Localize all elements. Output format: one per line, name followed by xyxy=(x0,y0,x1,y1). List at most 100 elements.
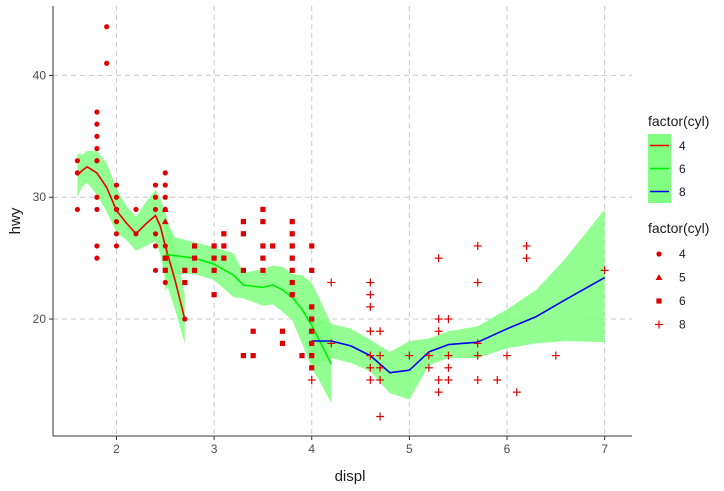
x-tick-label: 7 xyxy=(601,442,608,456)
data-point-cyl-8 xyxy=(444,351,453,360)
data-point-cyl-6 xyxy=(250,328,256,334)
data-point-cyl-4 xyxy=(113,243,120,249)
smooth-line-cyl-6 xyxy=(165,253,333,365)
y-axis-title: hwy xyxy=(7,207,24,234)
axes xyxy=(52,6,632,437)
data-point-cyl-8 xyxy=(493,375,502,384)
data-point-cyl-6 xyxy=(309,304,315,310)
legend-shape-item-6: 6 xyxy=(656,294,686,308)
data-points xyxy=(74,24,609,421)
data-point-cyl-4 xyxy=(113,219,120,225)
data-point-cyl-5 xyxy=(161,206,169,212)
data-point-cyl-8 xyxy=(366,363,375,372)
data-point-cyl-8 xyxy=(522,254,531,263)
data-point-cyl-4 xyxy=(133,206,139,213)
y-tick-label: 40 xyxy=(33,68,47,82)
data-point-cyl-6 xyxy=(162,267,168,273)
data-point-cyl-6 xyxy=(211,292,217,298)
data-point-cyl-6 xyxy=(299,353,305,359)
data-point-cyl-6 xyxy=(309,243,315,249)
data-point-cyl-6 xyxy=(309,340,315,347)
data-point-cyl-8 xyxy=(444,375,453,384)
data-point-cyl-6 xyxy=(191,267,198,273)
legend-shape-key xyxy=(655,274,663,281)
y-tick-label: 20 xyxy=(33,312,47,326)
legend-lines: factor(cyl) 4 6 8 xyxy=(648,113,709,203)
x-tick-label: 2 xyxy=(113,442,120,456)
data-point-cyl-4 xyxy=(162,182,168,188)
data-point-cyl-4 xyxy=(94,255,100,261)
data-point-cyl-4 xyxy=(162,194,168,200)
confidence-band-cyl-6 xyxy=(165,218,332,404)
data-point-cyl-4 xyxy=(113,231,120,237)
data-point-cyl-4 xyxy=(152,194,159,200)
x-tick-label: 4 xyxy=(308,442,315,456)
data-point-cyl-8 xyxy=(376,363,385,372)
data-point-cyl-6 xyxy=(309,365,315,371)
legend-shape-label: 8 xyxy=(679,318,686,332)
data-point-cyl-6 xyxy=(289,279,295,286)
y-tick-label: 30 xyxy=(33,190,47,204)
data-point-cyl-8 xyxy=(473,278,482,287)
confidence-bands xyxy=(77,151,605,404)
data-point-cyl-4 xyxy=(104,60,110,66)
data-point-cyl-4 xyxy=(94,109,100,115)
confidence-band-cyl-4 xyxy=(77,151,185,344)
data-point-cyl-6 xyxy=(270,243,276,249)
data-point-cyl-6 xyxy=(211,255,217,261)
data-point-cyl-4 xyxy=(74,170,81,176)
data-point-cyl-8 xyxy=(366,290,375,299)
legend-line-item-6: 6 xyxy=(648,157,686,180)
data-point-cyl-6 xyxy=(289,231,295,237)
data-point-cyl-6 xyxy=(182,267,188,273)
data-point-cyl-8 xyxy=(366,302,375,311)
data-point-cyl-6 xyxy=(309,353,315,359)
data-point-cyl-4 xyxy=(94,145,100,152)
legend-shape-item-4: 4 xyxy=(656,247,686,261)
data-point-cyl-6 xyxy=(260,206,266,213)
data-point-cyl-8 xyxy=(366,278,375,287)
data-point-cyl-8 xyxy=(434,388,443,397)
data-point-cyl-6 xyxy=(182,279,188,286)
legend-shapes: factor(cyl) 4 5 6 8 xyxy=(648,220,709,332)
legend-shape-key xyxy=(656,251,662,257)
data-point-cyl-4 xyxy=(94,194,100,200)
data-point-cyl-6 xyxy=(289,219,295,225)
x-tick-label: 3 xyxy=(211,442,218,456)
data-point-cyl-6 xyxy=(211,243,217,249)
data-point-cyl-4 xyxy=(94,133,100,139)
data-point-cyl-4 xyxy=(94,158,100,164)
data-point-cyl-4 xyxy=(94,206,100,213)
data-point-cyl-6 xyxy=(250,353,256,359)
data-point-cyl-6 xyxy=(221,255,227,261)
data-point-cyl-6 xyxy=(240,231,246,237)
data-point-cyl-4 xyxy=(162,243,168,249)
legend-shape-label: 4 xyxy=(679,247,686,261)
data-point-cyl-6 xyxy=(260,267,266,273)
legend-shape-key xyxy=(656,298,662,304)
legend-shape-label: 5 xyxy=(679,271,686,285)
data-point-cyl-4 xyxy=(113,194,120,200)
grid-lines xyxy=(53,6,632,436)
data-point-cyl-4 xyxy=(94,243,100,249)
data-point-cyl-8 xyxy=(424,363,433,372)
data-point-cyl-6 xyxy=(191,255,198,261)
data-point-cyl-6 xyxy=(221,231,227,237)
data-point-cyl-4 xyxy=(113,206,120,213)
legend-shape-key xyxy=(655,320,663,329)
data-point-cyl-8 xyxy=(473,241,482,250)
data-point-cyl-4 xyxy=(162,170,168,176)
data-point-cyl-6 xyxy=(279,340,286,347)
legend-line-label: 6 xyxy=(679,162,686,176)
data-point-cyl-4 xyxy=(162,279,168,286)
x-tick-label: 5 xyxy=(406,442,413,456)
data-point-cyl-6 xyxy=(309,316,315,322)
data-point-cyl-4 xyxy=(94,121,100,127)
data-point-cyl-6 xyxy=(162,255,168,261)
data-point-cyl-8 xyxy=(512,388,521,397)
data-point-cyl-8 xyxy=(376,351,385,360)
data-point-cyl-4 xyxy=(104,24,110,30)
data-point-cyl-6 xyxy=(289,267,295,273)
data-point-cyl-4 xyxy=(74,158,81,164)
data-point-cyl-4 xyxy=(113,182,120,188)
